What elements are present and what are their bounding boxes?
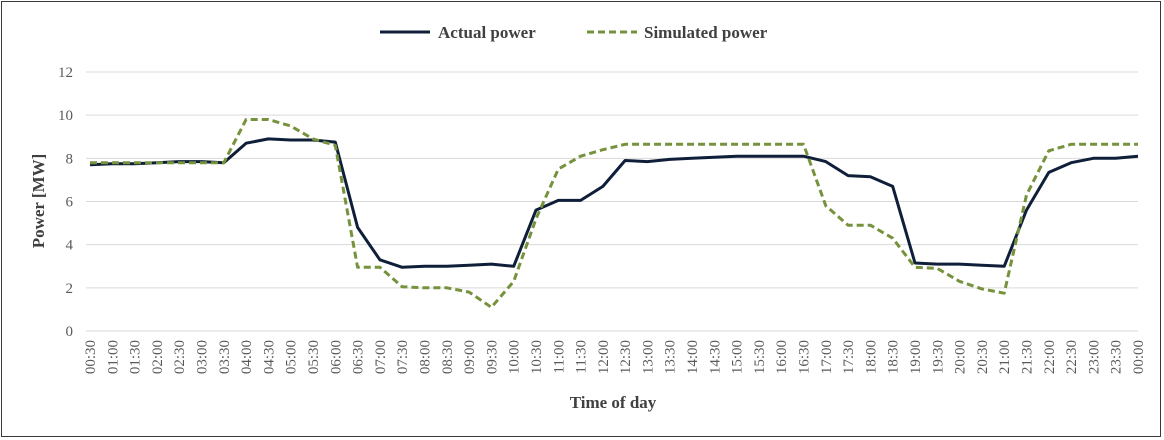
x-tick-label: 19:30 <box>930 340 946 374</box>
x-tick-label: 16:30 <box>797 340 813 374</box>
x-tick-label: 19:00 <box>908 340 924 374</box>
legend: Actual power Simulated power <box>380 23 768 42</box>
x-tick-label: 14:00 <box>685 340 701 374</box>
x-tick-label: 04:00 <box>239 340 255 374</box>
x-tick-label: 10:30 <box>529 340 545 374</box>
x-tick-label: 02:00 <box>150 340 166 374</box>
x-axis-title: Time of day <box>570 393 657 412</box>
x-tick-label: 20:00 <box>953 340 969 374</box>
x-tick-label: 08:30 <box>440 340 456 374</box>
x-tick-label: 17:00 <box>819 340 835 374</box>
y-tick-label: 12 <box>58 65 73 81</box>
legend-label-actual-power: Actual power <box>438 23 536 42</box>
x-tick-label: 01:30 <box>128 340 144 374</box>
y-axis-title: Power [MW] <box>29 154 48 249</box>
x-tick-label: 13:00 <box>640 340 656 374</box>
x-tick-label: 08:00 <box>417 340 433 374</box>
x-tick-label: 05:30 <box>306 340 322 374</box>
x-tick-label: 06:30 <box>351 340 367 374</box>
x-tick-label: 15:30 <box>752 340 768 374</box>
x-tick-label: 05:00 <box>284 340 300 374</box>
x-tick-label: 13:30 <box>663 340 679 374</box>
x-tick-label: 22:00 <box>1042 340 1058 374</box>
x-tick-label: 23:30 <box>1109 340 1125 374</box>
x-tick-label: 20:30 <box>975 340 991 374</box>
x-tick-label: 11:30 <box>574 340 590 374</box>
x-tick-label: 14:30 <box>707 340 723 374</box>
x-tick-label: 23:00 <box>1086 340 1102 374</box>
x-tick-label: 22:30 <box>1064 340 1080 374</box>
x-tick-label: 12:30 <box>618 340 634 374</box>
x-tick-label: 16:00 <box>774 340 790 374</box>
x-tick-label: 11:00 <box>551 340 567 374</box>
y-tick-label: 8 <box>66 151 74 167</box>
x-tick-label: 03:30 <box>217 340 233 374</box>
x-tick-label: 09:00 <box>462 340 478 374</box>
x-tick-label: 06:00 <box>328 340 344 374</box>
y-axis-ticks: 0 2 4 6 8 10 12 <box>58 65 74 340</box>
legend-label-simulated-power: Simulated power <box>644 23 768 42</box>
x-tick-label: 21:00 <box>997 340 1013 374</box>
x-tick-label: 02:30 <box>172 340 188 374</box>
x-tick-label: 17:30 <box>841 340 857 374</box>
x-tick-label: 09:30 <box>484 340 500 374</box>
x-tick-label: 00:30 <box>83 340 99 374</box>
series-lines <box>89 118 1139 309</box>
x-tick-label: 18:30 <box>886 340 902 374</box>
x-tick-label: 07:00 <box>373 340 389 374</box>
x-tick-label: 03:00 <box>194 340 210 374</box>
x-tick-label: 12:00 <box>596 340 612 374</box>
x-tick-label: 00:00 <box>1131 340 1147 374</box>
x-tick-label: 04:30 <box>261 340 277 374</box>
grid-lines <box>86 71 1138 332</box>
x-tick-label: 21:30 <box>1020 340 1036 374</box>
series-line-actual-power <box>89 137 1139 269</box>
y-tick-label: 2 <box>66 281 74 297</box>
series-line-simulated-power <box>90 118 1138 309</box>
y-tick-label: 0 <box>66 324 74 340</box>
x-tick-label: 18:00 <box>863 340 879 374</box>
y-tick-label: 4 <box>66 238 74 254</box>
x-tick-label: 10:00 <box>507 340 523 374</box>
y-tick-label: 6 <box>66 195 74 211</box>
x-tick-label: 01:00 <box>105 340 121 374</box>
x-axis-ticks: 00:30 01:00 01:30 02:00 02:30 03:00 03:30 04:00… <box>83 340 1147 374</box>
y-tick-label: 10 <box>58 108 73 124</box>
x-tick-label: 15:00 <box>730 340 746 374</box>
x-tick-label: 07:30 <box>395 340 411 374</box>
